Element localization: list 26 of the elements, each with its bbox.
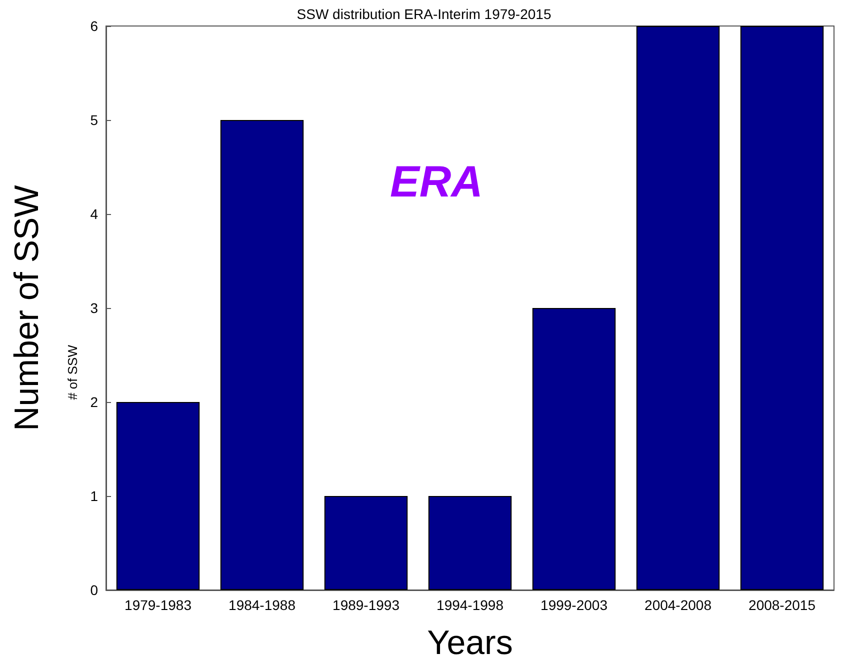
x-axis-title: Years [427, 624, 513, 662]
x-tick-label: 1984-1988 [228, 597, 296, 613]
bar [220, 120, 304, 590]
x-tick-label: 1994-1998 [436, 597, 504, 613]
x-tick-label: 2008-2015 [748, 597, 816, 613]
x-tick-label: 1999-2003 [540, 597, 608, 613]
y-tick-label: 0 [90, 582, 98, 598]
y-tick-label: 3 [90, 300, 98, 316]
chart-title: SSW distribution ERA-Interim 1979-2015 [296, 6, 552, 22]
y-axis-title: Number of SSW [8, 185, 46, 431]
y-tick-label: 5 [90, 112, 98, 128]
x-tick-label: 1979-1983 [124, 597, 192, 613]
y-tick-label: 2 [90, 394, 98, 410]
text: # of SSW [65, 344, 80, 400]
bar [428, 496, 512, 590]
bar [532, 308, 616, 590]
annotation: ERA [390, 158, 483, 206]
y-tick-label: 6 [90, 18, 98, 34]
bar [636, 26, 720, 590]
y-tick-label: 4 [90, 206, 98, 222]
x-tick-label: 2004-2008 [644, 597, 712, 613]
bar [116, 402, 200, 590]
bar [324, 496, 408, 590]
bar [740, 26, 824, 590]
y-tick-label: 1 [90, 488, 98, 504]
x-tick-label: 1989-1993 [332, 597, 400, 613]
